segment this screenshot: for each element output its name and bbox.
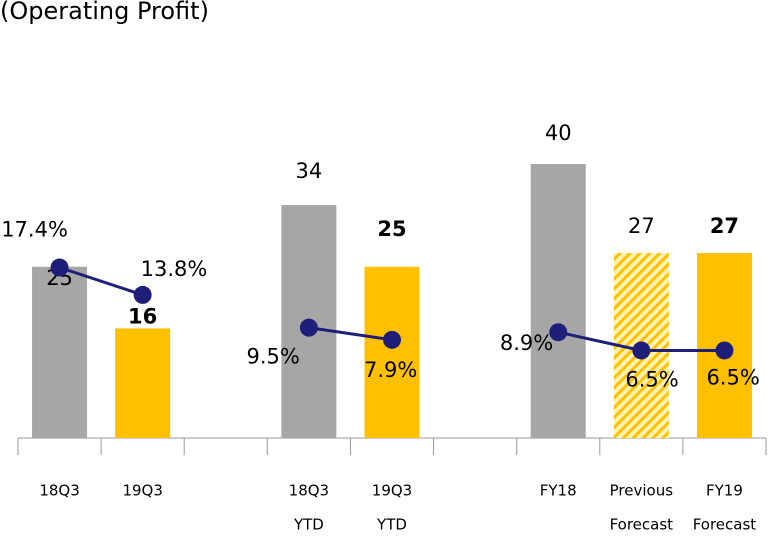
bar-value-label: 25	[377, 217, 406, 241]
x-tick-label: YTD	[293, 516, 324, 534]
line-marker	[715, 341, 734, 360]
line-value-label: 17.4%	[1, 218, 68, 242]
line-value-label: 9.5%	[247, 345, 300, 369]
bar-value-label: 27	[628, 214, 655, 238]
bar	[115, 328, 171, 438]
x-tick-label: 19Q3	[372, 482, 412, 500]
chart-title: (Operating Profit)	[0, 0, 209, 25]
line-marker	[632, 341, 651, 360]
line-value-label: 6.5%	[706, 365, 759, 389]
x-tick-label: 18Q3	[289, 482, 329, 500]
bar-value-label: 27	[710, 214, 739, 238]
bar-value-label: 16	[128, 304, 157, 328]
x-tick-label: Forecast	[693, 516, 757, 534]
line-marker	[383, 330, 401, 349]
line-marker	[549, 323, 568, 342]
x-tick-label: FY19	[706, 482, 743, 500]
bar-value-label: 40	[545, 121, 572, 145]
x-tick-label: 18Q3	[39, 482, 79, 500]
line-value-label: 13.8%	[141, 257, 208, 281]
x-tick-label: FY18	[540, 482, 577, 500]
x-tick-label: Previous	[610, 482, 674, 500]
line-marker	[299, 318, 318, 337]
line-value-label: 6.5%	[625, 367, 678, 391]
bar	[530, 164, 586, 438]
x-tick-label: 19Q3	[122, 482, 162, 500]
line-value-label: 8.9%	[500, 331, 553, 355]
bar	[364, 266, 420, 438]
x-tick-label: YTD	[376, 516, 407, 534]
x-tick-label: Forecast	[610, 516, 674, 534]
line-marker	[50, 258, 69, 277]
bar-value-label: 34	[296, 159, 323, 183]
line-value-label: 7.9%	[364, 358, 417, 382]
line-marker	[133, 285, 152, 304]
bar	[32, 266, 88, 438]
